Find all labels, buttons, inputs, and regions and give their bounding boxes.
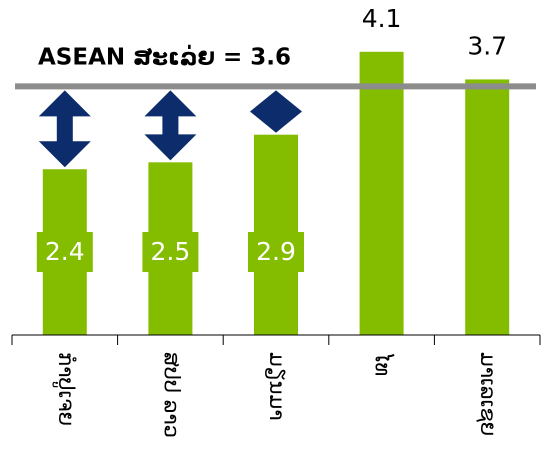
x-tick-label: ກຳປູເຈຍ (52, 352, 78, 426)
gap-arrow (38, 90, 91, 168)
value-label: 2.9 (256, 237, 296, 266)
gap-arrow (250, 90, 302, 133)
x-tick-label: ມາເລເຊຍ (476, 352, 500, 436)
x-tick-label: ມຽນມາ (265, 352, 289, 421)
bar (465, 79, 510, 336)
x-tick-label: ສປປ ລາວ (159, 352, 183, 438)
value-label-box (36, 232, 93, 272)
value-label: 3.7 (467, 31, 507, 60)
value-label: 2.4 (45, 237, 85, 266)
average-label: ASEAN ສະເລ່ຍ = 3.6 (38, 45, 291, 71)
bar (359, 51, 404, 335)
value-label-box (142, 232, 199, 272)
x-tick-label: ໄທ (371, 352, 396, 376)
value-label-box (248, 232, 304, 272)
gap-arrow (144, 90, 197, 161)
value-label: 2.5 (151, 237, 191, 266)
value-label: 4.1 (362, 4, 402, 33)
